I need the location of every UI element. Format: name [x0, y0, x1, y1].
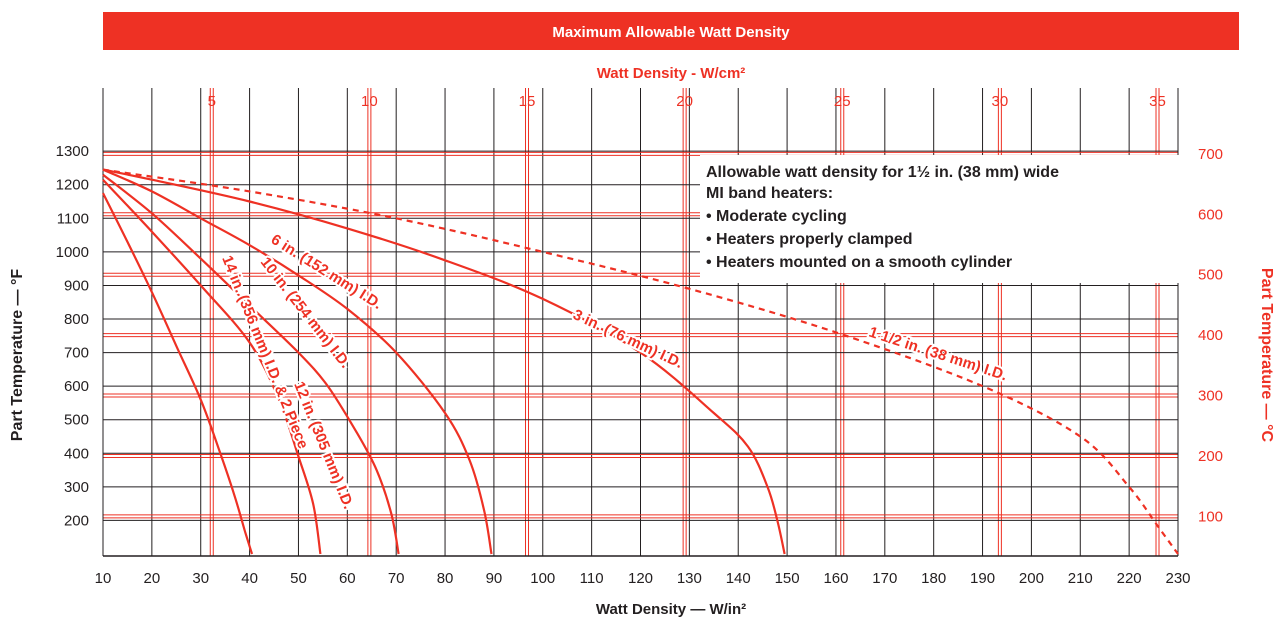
- x-tick-label-110: 110: [580, 570, 604, 587]
- right-tick-label-100: 100: [1198, 508, 1223, 525]
- note-heading-line2: MI band heaters:: [706, 185, 833, 202]
- y-tick-label-500: 500: [64, 412, 89, 429]
- top-tick-label-15: 15: [519, 93, 536, 110]
- note-box: Allowable watt density for 1½ in. (38 mm…: [700, 155, 1184, 283]
- x-tick-label-210: 210: [1068, 570, 1093, 587]
- y-tick-label-800: 800: [64, 311, 89, 328]
- top-tick-label-30: 30: [992, 93, 1009, 110]
- x-tick-label-220: 220: [1117, 570, 1142, 587]
- right-tick-label-200: 200: [1198, 448, 1223, 465]
- tick-layer: 10 20 30 40 50 60 70 80 90 100 110 120 130 140 150 160 1…: [56, 93, 1223, 587]
- top-tick-label-5: 5: [208, 93, 216, 110]
- x-tick-label-30: 30: [192, 570, 209, 587]
- top-axis-title: Watt Density - W/cm²: [597, 65, 746, 82]
- title-banner: [103, 12, 1239, 50]
- x-tick-label-50: 50: [290, 570, 307, 587]
- note-bullet-1: • Moderate cycling: [706, 208, 847, 225]
- series-line-3: [102, 168, 493, 555]
- note-bullet-3: • Heaters mounted on a smooth cylinder: [706, 254, 1012, 271]
- x-tick-label-40: 40: [241, 570, 258, 587]
- note-background: [700, 155, 1184, 283]
- grid-layer: [102, 88, 1179, 557]
- right-tick-label-500: 500: [1198, 267, 1223, 284]
- x-tick-label-20: 20: [144, 570, 161, 587]
- y-tick-label-1300: 1300: [56, 143, 89, 160]
- x-tick-label-180: 180: [921, 570, 946, 587]
- y-tick-label-900: 900: [64, 277, 89, 294]
- x-tick-label-200: 200: [1019, 570, 1044, 587]
- x-tick-label-130: 130: [677, 570, 702, 587]
- x-tick-label-160: 160: [823, 570, 848, 587]
- x-axis-title: Watt Density — W/in²: [596, 601, 746, 618]
- top-tick-label-20: 20: [676, 93, 693, 110]
- series-line-5: [102, 168, 1179, 555]
- y-tick-label-1200: 1200: [56, 177, 89, 194]
- y-tick-label-400: 400: [64, 445, 89, 462]
- x-tick-label-90: 90: [486, 570, 503, 587]
- x-tick-label-60: 60: [339, 570, 356, 587]
- right-tick-label-600: 600: [1198, 206, 1223, 223]
- y-tick-label-200: 200: [64, 512, 89, 529]
- x-tick-label-70: 70: [388, 570, 405, 587]
- y-tick-label-700: 700: [64, 345, 89, 362]
- x-tick-label-150: 150: [775, 570, 800, 587]
- x-tick-label-190: 190: [970, 570, 995, 587]
- y-axis-title-right: Part Temperature — °C: [1258, 268, 1275, 443]
- top-tick-label-25: 25: [834, 93, 851, 110]
- top-tick-label-10: 10: [361, 93, 378, 110]
- x-tick-label-230: 230: [1165, 570, 1190, 587]
- y-tick-label-300: 300: [64, 479, 89, 496]
- note-heading: Allowable watt density for 1½ in. (38 mm…: [706, 164, 1059, 181]
- series-line-4: [102, 168, 786, 555]
- right-tick-label-700: 700: [1198, 146, 1223, 163]
- chart-title: Maximum Allowable Watt Density: [552, 24, 790, 41]
- series-line-0: [102, 192, 254, 555]
- top-tick-label-35: 35: [1149, 93, 1166, 110]
- right-tick-label-300: 300: [1198, 388, 1223, 405]
- curve-layer: [102, 168, 1179, 555]
- y-tick-label-1100: 1100: [57, 210, 89, 227]
- x-tick-label-100: 100: [530, 570, 555, 587]
- x-tick-label-80: 80: [437, 570, 454, 587]
- series-line-2: [102, 173, 400, 555]
- y-axis-title-left: Part Temperature — °F: [9, 269, 26, 442]
- series-line-1: [102, 178, 322, 555]
- y-tick-label-600: 600: [64, 378, 89, 395]
- x-tick-label-10: 10: [95, 570, 112, 587]
- note-bullet-2: • Heaters properly clamped: [706, 231, 913, 248]
- y-tick-label-1000: 1000: [56, 244, 89, 261]
- x-tick-label-140: 140: [726, 570, 751, 587]
- x-tick-label-170: 170: [872, 570, 897, 587]
- right-tick-label-400: 400: [1198, 327, 1223, 344]
- x-tick-label-120: 120: [628, 570, 653, 587]
